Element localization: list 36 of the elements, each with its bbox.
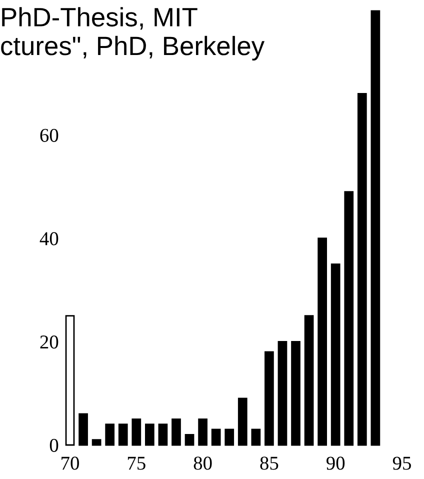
y-tick-label: 0: [50, 438, 58, 452]
annotation: ctures", PhD, Berkeley: [1, 36, 265, 61]
bar: [65, 315, 75, 446]
bar: [132, 418, 142, 446]
bar: [278, 340, 288, 446]
bar: [145, 424, 154, 446]
bar: [211, 428, 221, 446]
bar: [78, 413, 88, 446]
bar: [370, 10, 380, 446]
bar: [184, 434, 194, 446]
bar: [105, 424, 115, 446]
bar: [224, 428, 234, 446]
bar: [251, 428, 261, 446]
x-tick-label: 85: [260, 456, 278, 470]
bar: [264, 351, 274, 446]
x-tick-label: 90: [326, 456, 345, 470]
x-tick-label: 70: [62, 456, 79, 470]
bar: [118, 424, 128, 446]
bar: [344, 191, 354, 446]
bar: [198, 418, 208, 446]
bar: [330, 263, 340, 446]
x-tick-label: 95: [392, 456, 411, 470]
x-tick-label: 80: [194, 456, 212, 470]
bar: [172, 418, 181, 446]
bar: [92, 439, 102, 446]
bar: [291, 340, 300, 446]
x-tick-label: 75: [128, 456, 146, 470]
bar: [318, 238, 327, 446]
bar: [357, 92, 367, 446]
y-tick-label: 40: [40, 232, 58, 246]
annotation: PhD-Thesis, MIT: [2, 7, 198, 30]
bar: [238, 398, 248, 446]
y-tick-label: 20: [40, 335, 58, 349]
bar: [304, 315, 314, 446]
y-tick-label: 60: [40, 128, 58, 142]
bar: [158, 424, 168, 446]
